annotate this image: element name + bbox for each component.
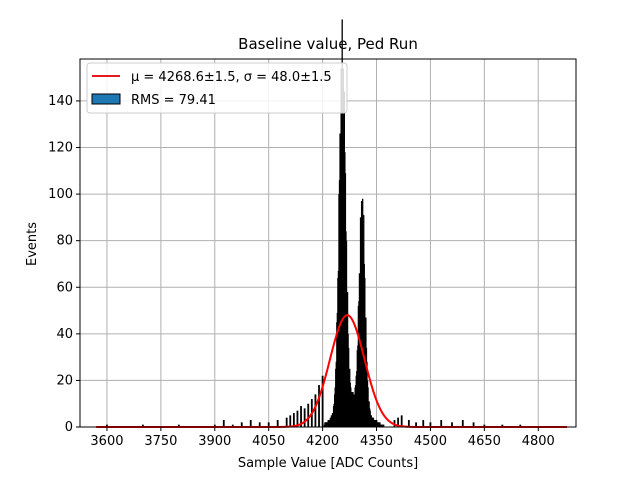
legend-rms-swatch <box>91 93 121 105</box>
histogram-bar <box>222 420 225 427</box>
histogram-bar <box>472 422 475 427</box>
x-tick-label: 3900 <box>198 434 231 449</box>
histogram-bar <box>177 424 180 427</box>
histogram-bar <box>422 420 425 427</box>
histogram-bar <box>314 394 317 427</box>
legend-fit-label: μ = 4268.6±1.5, σ = 48.0±1.5 <box>131 70 332 85</box>
histogram-bar <box>440 420 443 427</box>
x-tick-label: 4200 <box>306 434 339 449</box>
plot-frame <box>79 58 577 428</box>
x-tick-label: 3600 <box>90 434 123 449</box>
histogram-bar <box>267 422 270 427</box>
y-tick-label: 60 <box>56 280 73 295</box>
histogram-bar <box>461 420 464 427</box>
histogram-bar <box>451 422 453 427</box>
y-tick-label: 120 <box>48 141 73 156</box>
histogram-bar <box>231 424 234 427</box>
y-tick-label: 140 <box>48 94 73 109</box>
histogram-bar <box>106 424 108 427</box>
histogram-bars <box>106 19 522 428</box>
legend-rms-label: RMS = 79.41 <box>131 93 216 108</box>
histogram-bar <box>429 422 432 427</box>
histogram-bar <box>276 420 279 427</box>
histogram-bar <box>292 413 295 427</box>
y-tick-label: 100 <box>48 187 73 202</box>
histogram-bar <box>303 408 306 427</box>
histogram-bar <box>141 424 144 427</box>
x-tick-label: 4500 <box>414 434 447 449</box>
histogram-bar <box>213 424 216 427</box>
histogram-bar <box>258 422 261 427</box>
y-axis-label: Events <box>25 222 40 266</box>
histogram-bar <box>300 406 302 427</box>
y-tick-label: 80 <box>56 234 73 249</box>
y-tick-label: 0 <box>65 420 73 435</box>
x-tick-label: 4650 <box>468 434 501 449</box>
x-axis-label: Sample Value [ADC Counts] <box>238 456 418 471</box>
histogram-bar <box>400 415 403 427</box>
histogram-bar <box>240 422 243 427</box>
x-tick-label: 4800 <box>522 434 555 449</box>
histogram-bar <box>407 420 410 427</box>
x-axis-ticks: 3600 3750 3900 4050 4200 4350 4500 4650 4800 <box>90 427 555 449</box>
y-axis-ticks: 0 20 40 60 80 100 120 140 <box>48 94 80 435</box>
x-tick-label: 4050 <box>252 434 285 449</box>
histogram-bar <box>397 417 399 427</box>
x-tick-label: 3750 <box>144 434 177 449</box>
histogram-bar <box>249 420 252 427</box>
legend: μ = 4268.6±1.5, σ = 48.0±1.5 RMS = 79.41 <box>86 62 348 114</box>
histogram-bar <box>285 417 288 427</box>
legend-box <box>86 62 348 114</box>
y-tick-label: 40 <box>56 327 73 342</box>
x-tick-label: 4350 <box>360 434 393 449</box>
histogram-bar <box>483 424 486 427</box>
histogram-bar <box>519 424 522 427</box>
histogram-bar <box>321 375 324 427</box>
histogram-bar <box>318 385 320 427</box>
histogram-bar <box>383 424 385 427</box>
histogram-bar <box>415 422 417 427</box>
y-tick-label: 20 <box>56 373 73 388</box>
histogram-bar <box>289 415 292 427</box>
histogram-bar <box>296 410 299 427</box>
histogram-bar <box>307 403 310 427</box>
histogram-bar <box>501 424 504 427</box>
chart-title: Baseline value, Ped Run <box>238 35 418 53</box>
